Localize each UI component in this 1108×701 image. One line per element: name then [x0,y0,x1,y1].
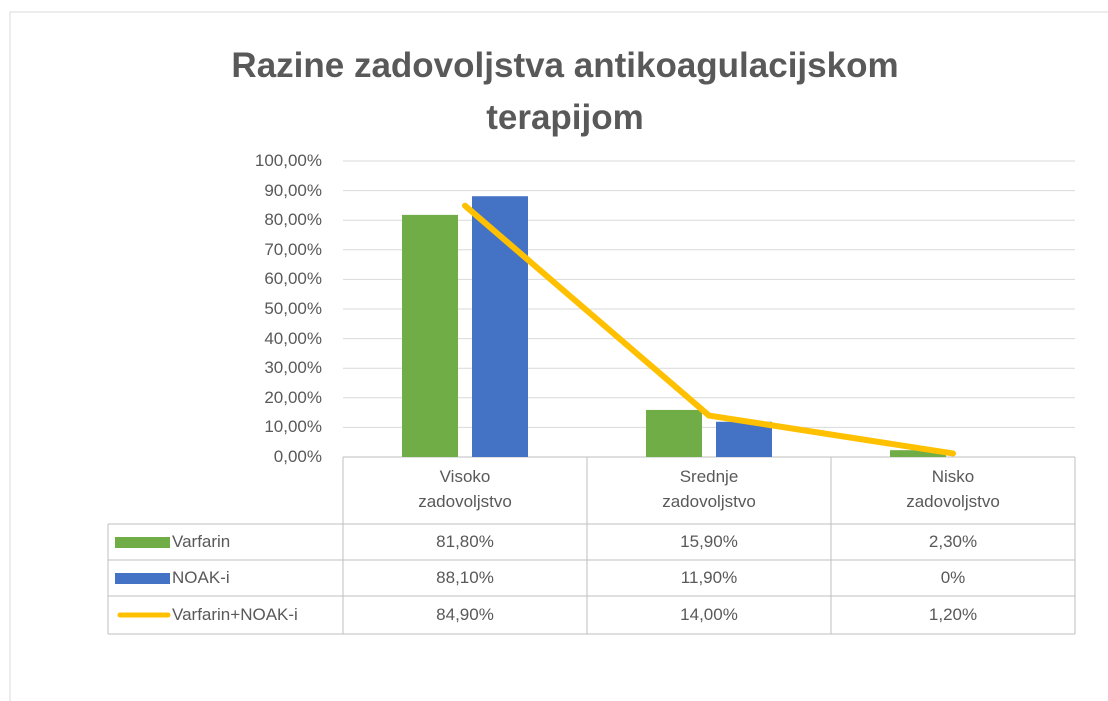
data-label: 0% [940,568,966,587]
bar [402,214,458,457]
y-tick-label: 20,00% [264,387,322,407]
y-tick-label: 60,00% [264,269,322,289]
y-tick-label: 0,00% [273,447,322,466]
bar [716,421,772,457]
y-tick-label: 70,00% [264,239,322,259]
y-tick-label: 10,00% [264,417,322,437]
y-tick-label: 40,00% [264,328,322,348]
legend-key [115,537,170,548]
y-tick-label: 30,00% [264,358,322,378]
data-label: 2,30% [928,532,978,551]
data-label: 15,90% [680,532,738,551]
x-tick-label: Srednje zadovoljstvo [662,467,756,511]
y-tick-label: 80,00% [264,210,322,230]
x-tick-label: Visoko zadovoljstvo [418,467,512,511]
y-tick-label: 50,00% [264,299,322,318]
data-label: 84,90% [436,605,494,624]
data-label: 14,00% [680,605,738,624]
legend-label: Varfarin+NOAK-i [172,605,298,624]
x-tick-label: Nisko zadovoljstvo [906,467,1000,511]
legend-label: Varfarin [172,532,231,551]
bar [646,409,702,457]
line [462,202,956,457]
data-label: 81,80% [436,532,494,551]
data-label: 11,90% [680,568,738,587]
y-tick-label: 90,00% [264,180,322,200]
legend-label: NOAK-i [172,568,230,587]
bar [890,450,946,457]
data-label: 88,10% [436,568,494,587]
chart-title: Razine zadovoljstva antikoagulacijskom t… [231,46,899,137]
legend-key [115,573,170,584]
y-tick-label: 100,00% [254,151,322,170]
data-label: 1,20% [928,605,978,624]
